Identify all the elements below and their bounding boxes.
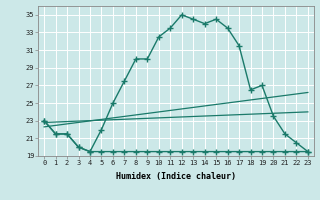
X-axis label: Humidex (Indice chaleur): Humidex (Indice chaleur)	[116, 172, 236, 181]
